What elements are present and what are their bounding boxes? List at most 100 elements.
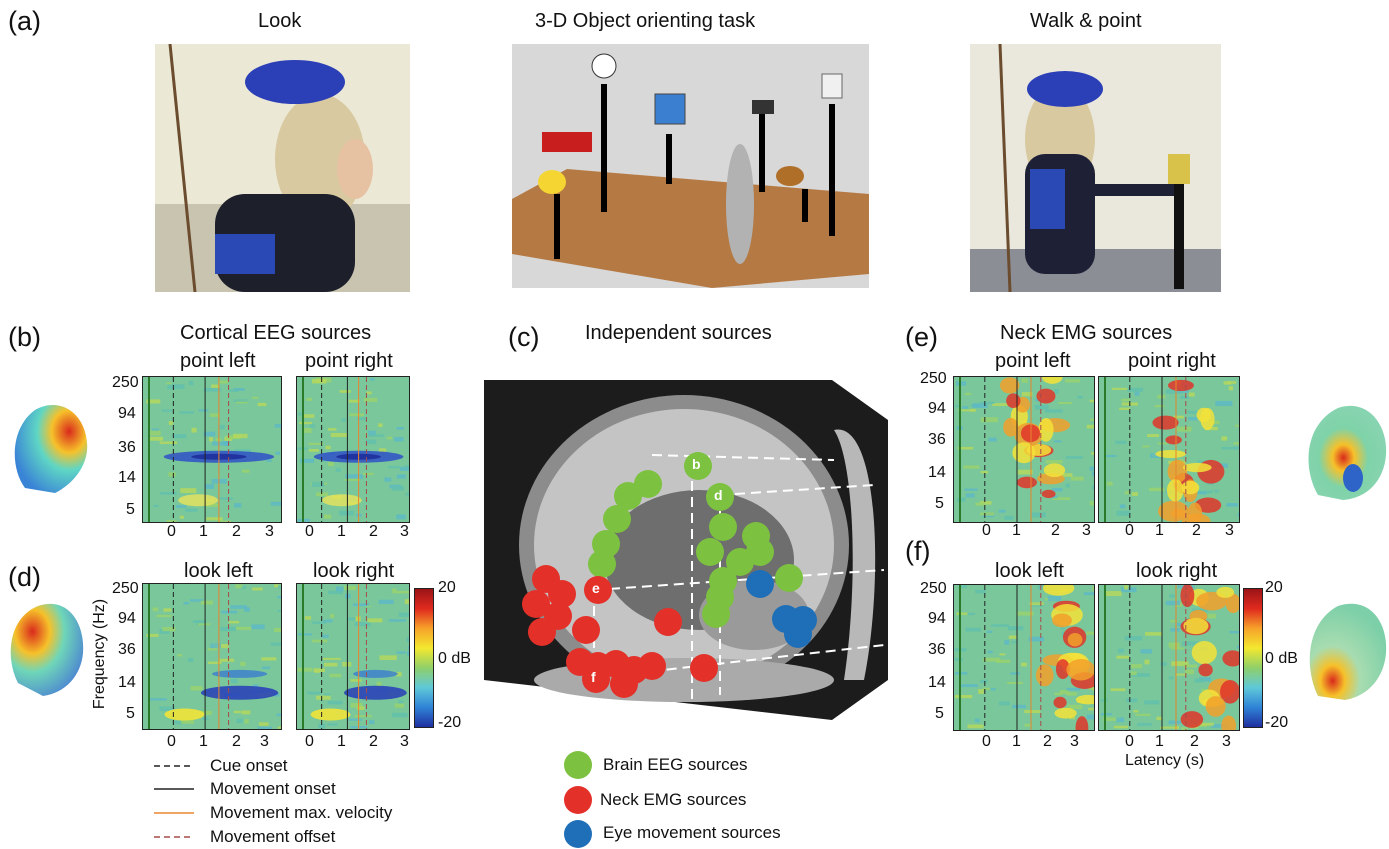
f-right-label: look right xyxy=(1136,560,1218,582)
f-xtick-0: 0 xyxy=(982,733,991,750)
f-ytick-14: 14 xyxy=(928,674,946,691)
legend-eye-movement: Eye movement sources xyxy=(603,823,781,842)
panel-c-letter: (c) xyxy=(508,322,540,352)
f-left-label: look left xyxy=(995,560,1064,582)
brain-eeg-source xyxy=(588,550,616,578)
tf-plot-e-left xyxy=(953,376,1095,523)
neck-emg-source xyxy=(582,665,610,693)
d-xtick-2: 2 xyxy=(232,733,241,750)
colorbar-d xyxy=(414,588,434,728)
panel-a-letter: (a) xyxy=(8,6,41,36)
e-ytick-5: 5 xyxy=(935,495,944,512)
b-xtick-1: 1 xyxy=(199,523,208,540)
f2-xtick-0: 0 xyxy=(1125,733,1134,750)
f2-xtick-2: 2 xyxy=(1190,733,1199,750)
b-xtick-3: 3 xyxy=(265,523,274,540)
d2-xtick-3: 3 xyxy=(400,733,409,750)
e-ytick-14: 14 xyxy=(928,464,946,481)
e-right-label: point right xyxy=(1128,350,1216,372)
brain-eeg-source xyxy=(709,513,737,541)
scalp-map-d xyxy=(3,598,88,703)
f-ytick-5: 5 xyxy=(935,705,944,722)
legend-brain-eeg-dot xyxy=(564,751,592,779)
object-task-image xyxy=(512,44,869,288)
d-ytick-36: 36 xyxy=(118,641,136,658)
neck-emg-source xyxy=(638,652,666,680)
b2-xtick-2: 2 xyxy=(369,523,378,540)
line-legend: Cue onset Movement onset Movement max. v… xyxy=(150,754,450,846)
e2-xtick-3: 3 xyxy=(1225,522,1234,539)
tf-plot-d-right xyxy=(296,583,410,730)
d-xtick-0: 0 xyxy=(167,733,176,750)
e-ytick-250: 250 xyxy=(920,370,947,387)
walk-point-photo xyxy=(970,44,1221,292)
legend-brain-eeg: Brain EEG sources xyxy=(603,755,748,774)
independent-sources-title: Independent sources xyxy=(585,322,772,344)
tf-plot-f-right xyxy=(1098,584,1240,731)
brain-eeg-source xyxy=(603,505,631,533)
neck-emg-source xyxy=(584,576,612,604)
brain-eeg-source xyxy=(696,538,724,566)
f2-xtick-3: 3 xyxy=(1222,733,1231,750)
scalp-map-b xyxy=(5,398,90,503)
look-title: Look xyxy=(258,10,302,32)
tf-plot-f-left xyxy=(953,584,1095,731)
d-ytick-250: 250 xyxy=(112,580,139,597)
brain-eeg-source xyxy=(706,483,734,511)
d-ytick-94: 94 xyxy=(118,610,136,627)
look-photo xyxy=(155,44,410,292)
tf-plot-b-left xyxy=(142,376,282,523)
colorbar-f xyxy=(1243,588,1263,728)
brain-mri-view: b d e f xyxy=(484,380,888,720)
scalp-map-f xyxy=(1300,598,1388,705)
panel-f-letter: (f) xyxy=(905,536,931,566)
d-ytick-14: 14 xyxy=(118,674,136,691)
eye-movement-source xyxy=(784,620,812,648)
neck-emg-source xyxy=(528,618,556,646)
e2-xtick-2: 2 xyxy=(1192,522,1201,539)
d-ytick-5: 5 xyxy=(126,705,135,722)
colorbar-d-min: -20 xyxy=(438,714,462,731)
object-task-title: 3-D Object orienting task xyxy=(535,10,756,32)
d2-xtick-1: 1 xyxy=(337,733,346,750)
panel-d-letter: (d) xyxy=(8,562,41,592)
xlabel-latency: Latency (s) xyxy=(1125,752,1205,769)
brain-label-e: e xyxy=(592,580,600,596)
b-xtick-0: 0 xyxy=(167,523,176,540)
f-xtick-1: 1 xyxy=(1012,733,1021,750)
legend-cue-onset: Cue onset xyxy=(210,756,288,775)
tf-plot-b-right xyxy=(296,376,410,523)
b-ytick-14: 14 xyxy=(118,469,136,486)
legend-max-velocity: Movement max. velocity xyxy=(210,803,393,822)
walk-point-title: Walk & point xyxy=(1030,10,1142,32)
scalp-map-e xyxy=(1298,400,1388,505)
e-xtick-1: 1 xyxy=(1012,522,1021,539)
b2-xtick-1: 1 xyxy=(337,523,346,540)
legend-eye-dot xyxy=(564,820,592,848)
legend-movement-offset: Movement offset xyxy=(210,827,336,846)
eye-movement-source xyxy=(746,570,774,598)
b-ytick-250: 250 xyxy=(112,374,139,391)
f-ytick-250: 250 xyxy=(920,580,947,597)
colorbar-f-max: 20 xyxy=(1265,579,1283,596)
legend-neck-emg: Neck EMG sources xyxy=(600,790,747,809)
f-xtick-3: 3 xyxy=(1070,733,1079,750)
brain-eeg-source xyxy=(775,564,803,592)
tf-plot-e-right xyxy=(1098,376,1240,523)
brain-label-d: d xyxy=(714,487,723,503)
b2-xtick-0: 0 xyxy=(305,523,314,540)
brain-label-b: b xyxy=(692,456,701,472)
neck-emg-source xyxy=(654,608,682,636)
b-xtick-2: 2 xyxy=(232,523,241,540)
panel-e-letter: (e) xyxy=(905,322,938,352)
e2-xtick-1: 1 xyxy=(1155,522,1164,539)
b-ytick-36: 36 xyxy=(118,439,136,456)
e-xtick-2: 2 xyxy=(1051,522,1060,539)
e-xtick-0: 0 xyxy=(982,522,991,539)
brain-eeg-source xyxy=(684,452,712,480)
colorbar-f-mid: 0 dB xyxy=(1265,650,1298,667)
b-right-label: point right xyxy=(305,350,393,372)
neck-emg-title: Neck EMG sources xyxy=(1000,322,1173,344)
e-ytick-94: 94 xyxy=(928,400,946,417)
e-ytick-36: 36 xyxy=(928,431,946,448)
